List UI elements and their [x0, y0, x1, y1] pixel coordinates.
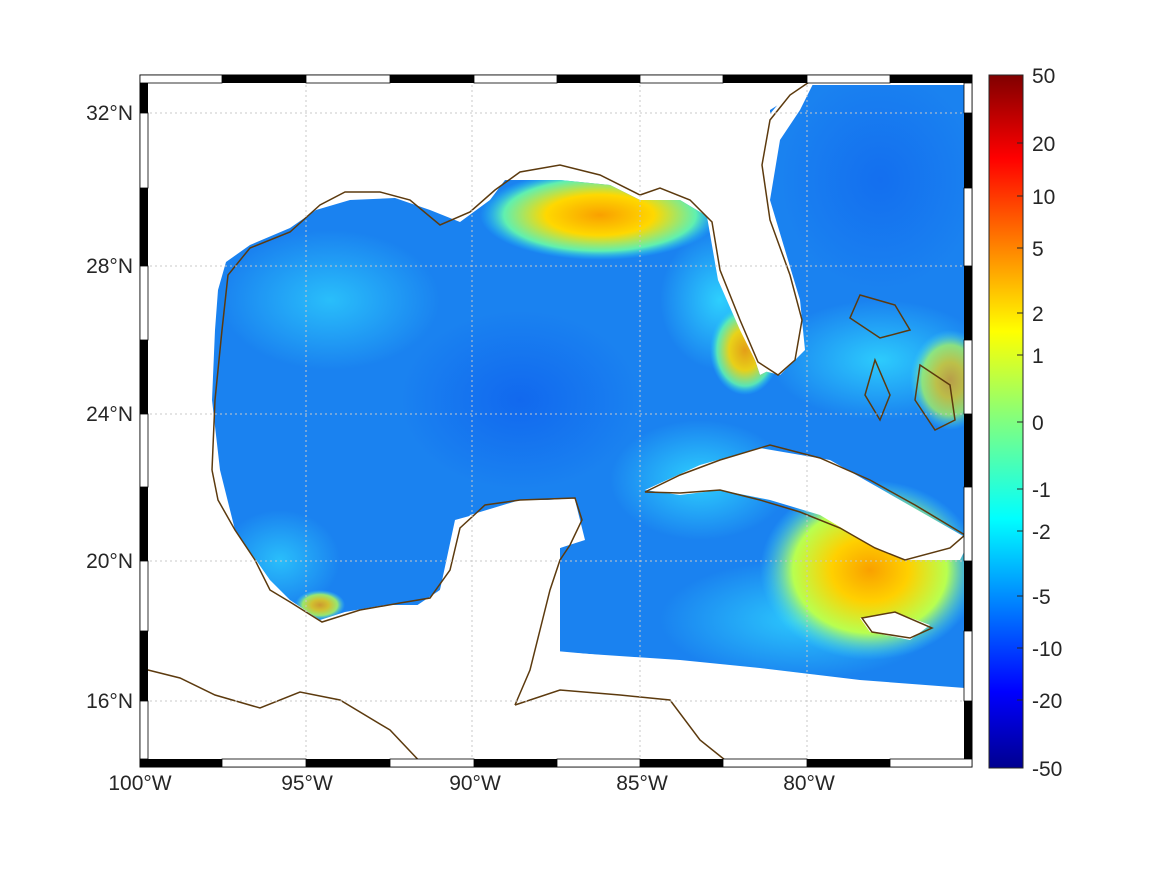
colorbar-tick-label: -20 [1032, 690, 1062, 713]
colorbar-tick-label: -2 [1032, 521, 1051, 544]
lat-label-20n: 20°N [86, 550, 133, 573]
colorbar-tick-label: -5 [1032, 586, 1051, 609]
jamaica-coastline [860, 611, 934, 639]
map-axes: 100°W 95°W 90°W 85°W 80°W 32°N 28°N 24°N… [86, 74, 973, 795]
colorbar-tick-label: 5 [1032, 238, 1044, 261]
cuba-coastline [644, 444, 967, 561]
lon-label-85w: 85°W [616, 772, 668, 795]
colorbar-tick-label: 2 [1032, 303, 1044, 326]
colorbar-tick-label: 20 [1032, 133, 1055, 156]
lat-tick-labels: 32°N 28°N 24°N 20°N 16°N [86, 102, 133, 713]
colorbar-tick-label: -10 [1032, 638, 1062, 661]
colorbar-tick-label: -50 [1032, 758, 1062, 781]
colorbar-tick-label: 10 [1032, 186, 1055, 209]
map-frame [139, 74, 973, 768]
colorbar-tick-label: 50 [1032, 65, 1055, 88]
central-america-coastline [139, 667, 426, 768]
map-grid [140, 75, 972, 767]
lat-label-28n: 28°N [86, 255, 133, 278]
lon-label-100w: 100°W [108, 772, 171, 795]
lat-label-32n: 32°N [86, 102, 133, 125]
cuba-land [645, 448, 970, 560]
bahamas-coastline [849, 294, 956, 431]
lon-label-95w: 95°W [281, 772, 333, 795]
lon-tick-labels: 100°W 95°W 90°W 85°W 80°W [108, 772, 835, 795]
west-coastline [211, 469, 583, 706]
lon-label-80w: 80°W [783, 772, 835, 795]
colorbar-tick-label: 0 [1032, 412, 1044, 435]
lon-label-90w: 90°W [449, 772, 501, 795]
colorbar-tick-label: -1 [1032, 479, 1051, 502]
honduras-coastline [514, 689, 726, 761]
lat-label-24n: 24°N [86, 403, 133, 426]
colorbar-tick-label: 1 [1032, 345, 1044, 368]
gulf-coastline [211, 77, 816, 471]
coastlines [139, 77, 967, 768]
lat-label-16n: 16°N [86, 690, 133, 713]
